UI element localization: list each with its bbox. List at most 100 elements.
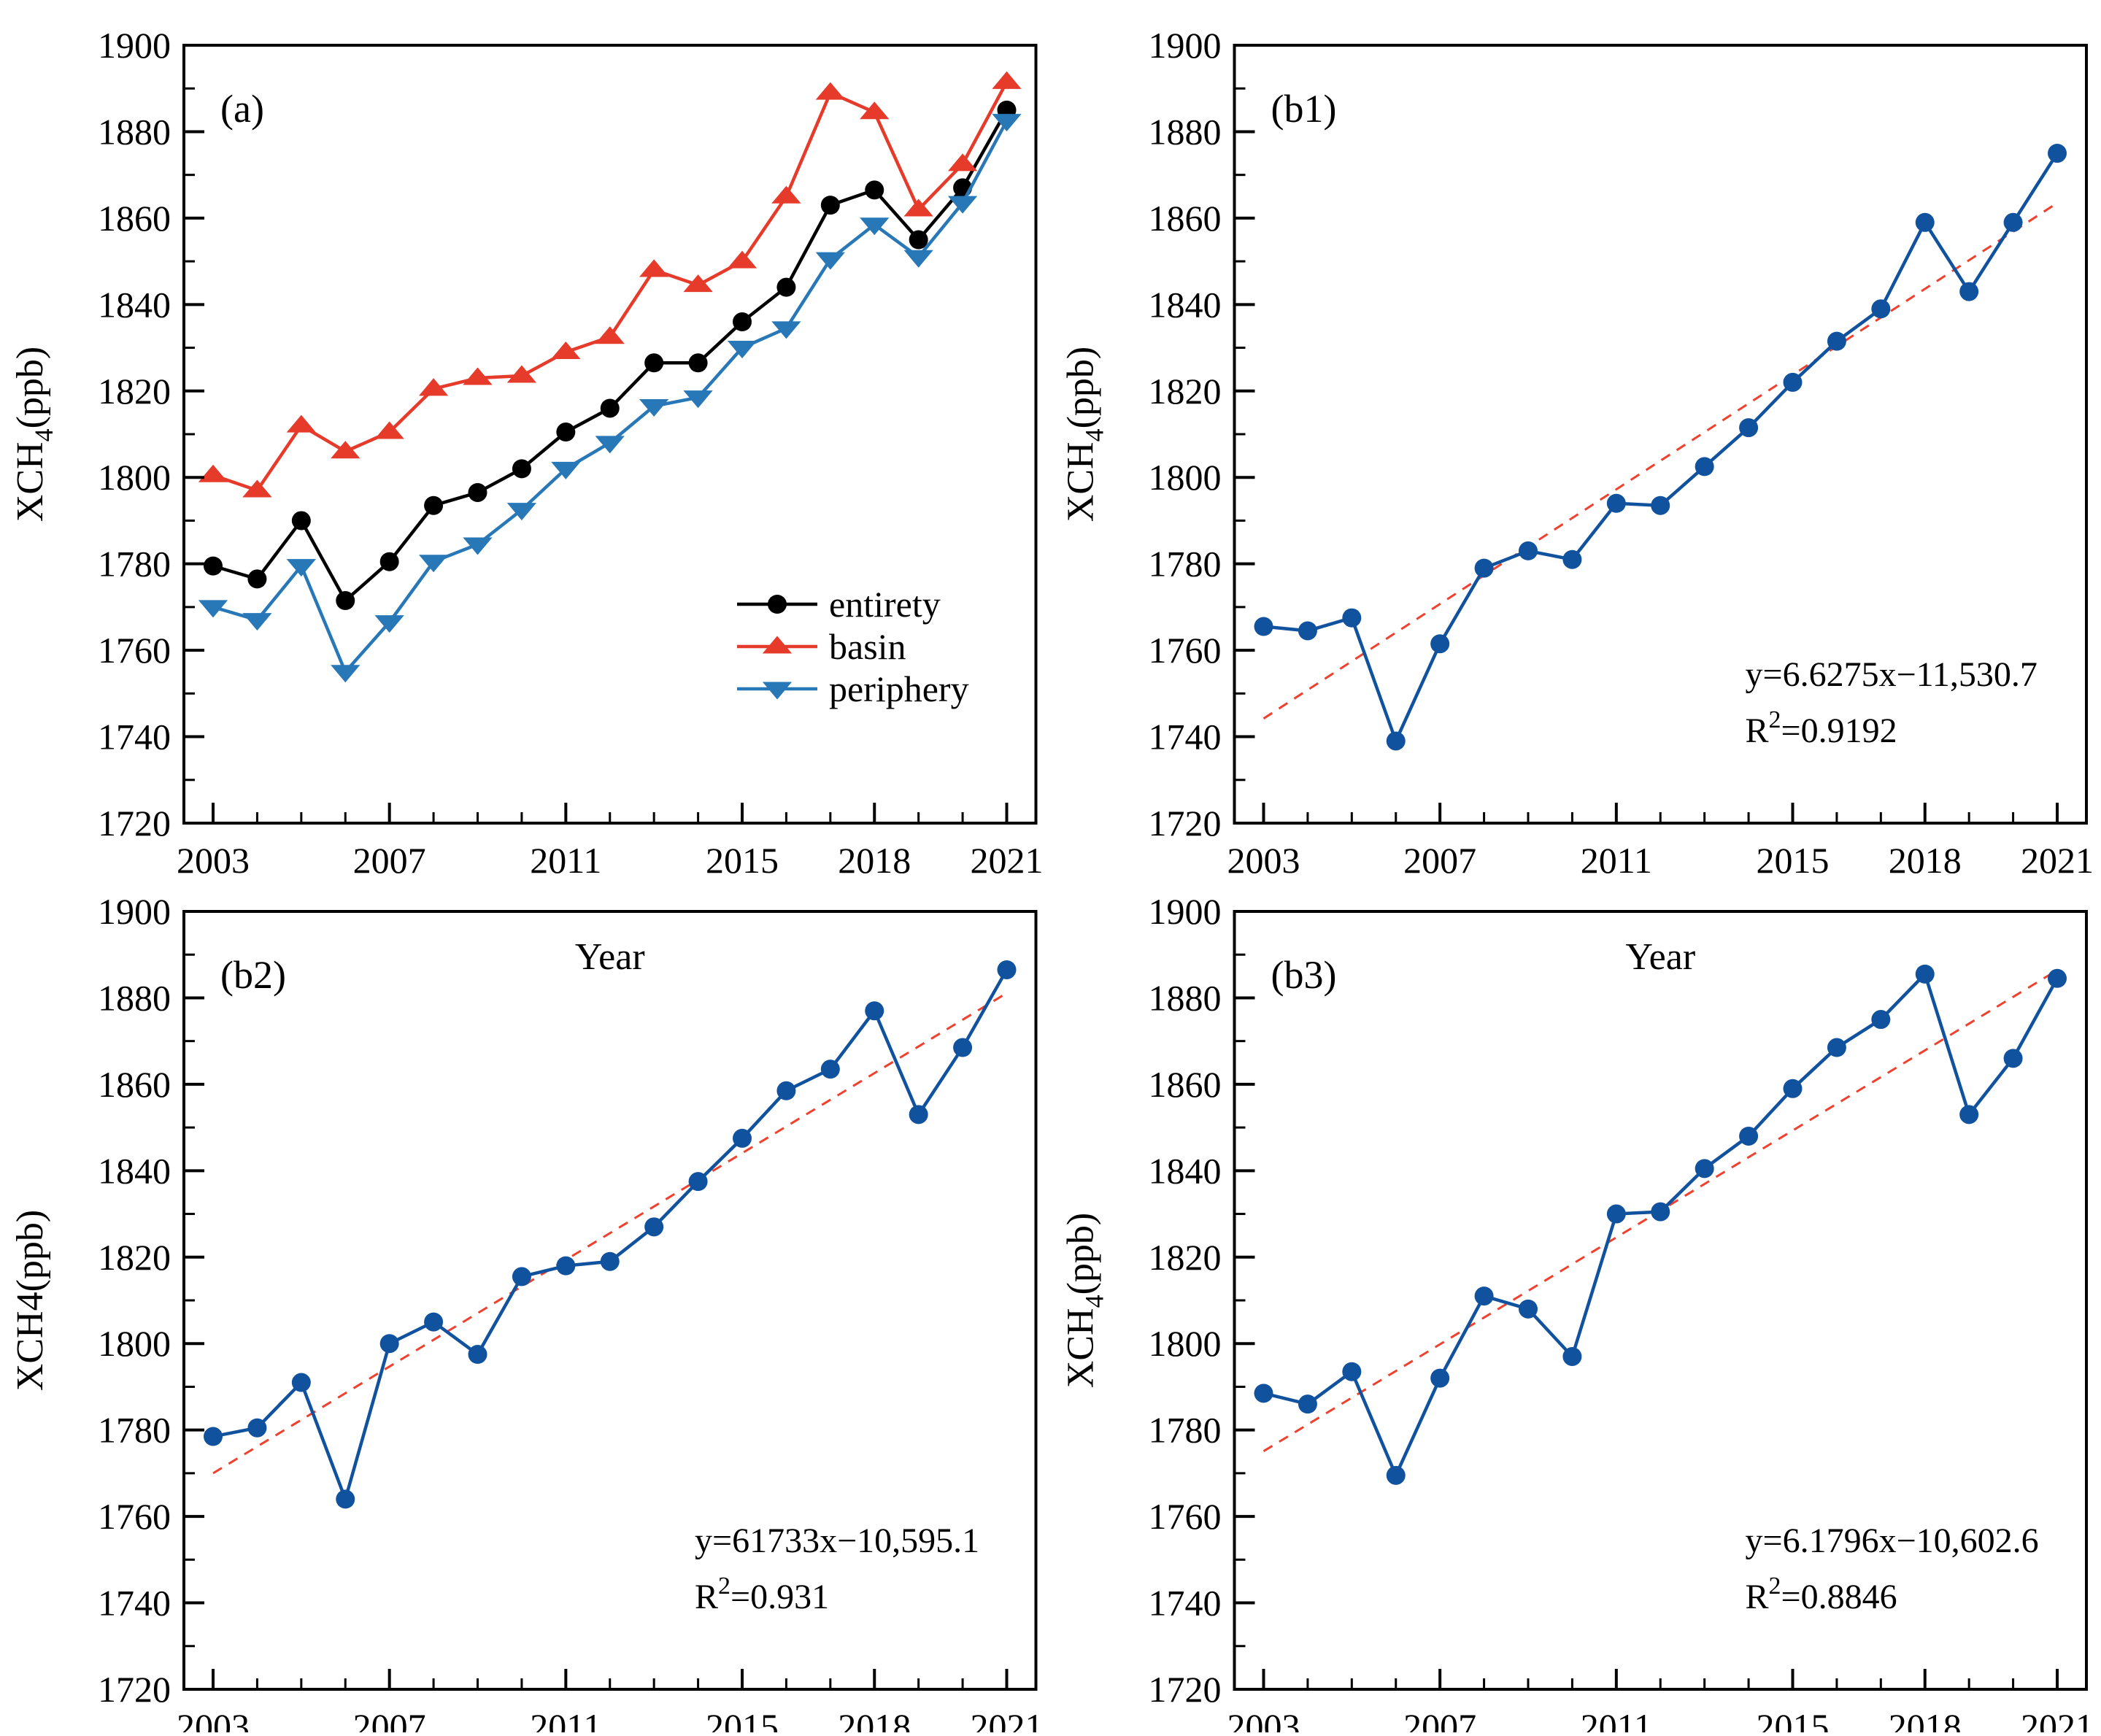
marker-triangle-up [903,198,933,217]
marker-circle [204,1427,223,1446]
marker-triangle-up [463,367,493,385]
y-tick-label: 1780 [98,544,171,585]
marker-circle [1871,1010,1891,1030]
x-tick-label: 2015 [706,840,779,881]
series-XCH4-line [1262,972,2059,1478]
marker-circle [1254,1384,1273,1403]
y-tick-label: 1760 [98,1496,171,1537]
y-tick-label: 1900 [1149,25,1222,66]
y-tick-label: 1800 [1149,457,1222,498]
y-tick-label: 1860 [98,1064,171,1105]
marker-triangle-up [815,82,845,100]
x-tick-label: 2003 [1227,1706,1300,1732]
marker-triangle-down [506,503,537,521]
marker-circle [556,1256,576,1276]
y-tick-label: 1780 [1149,544,1222,585]
marker-triangle-up [286,414,316,433]
marker-circle [1827,1038,1846,1057]
y-tick-label: 1820 [98,371,171,412]
x-tick-label: 2007 [353,840,426,881]
marker-circle [424,1312,444,1332]
marker-triangle-up [506,365,537,383]
marker-circle [2003,1049,2023,1068]
x-tick-label: 2015 [1757,1706,1830,1732]
y-tick-label: 1800 [98,1323,171,1364]
marker-circle [1430,1368,1450,1388]
marker-triangle-up [683,274,713,293]
y-tick-label: 1880 [98,977,171,1018]
marker-circle [1562,1346,1582,1366]
marker-circle [1739,418,1759,438]
marker-triangle-up [595,326,625,344]
y-tick-label: 1720 [98,1669,171,1710]
marker-triangle-up [771,185,801,204]
marker-circle [600,1251,620,1271]
panel-a: 1720 1740 1760 1780 1800 1820 1840 1860 1880 1900… [9,25,1044,978]
y-tick-label: 1840 [1149,284,1222,325]
plot-border [1233,910,2088,1691]
marker-circle [1342,1362,1362,1381]
y-tick-label: 1720 [98,803,171,844]
y-tick-label: 1880 [1149,977,1222,1018]
marker-circle [953,1038,973,1057]
marker-triangle-up [551,341,581,359]
x-tick-label: 2003 [177,1706,250,1732]
fit-equation: y=6.6275x−11,530.7 [1746,655,2038,694]
panel-tag: (b1) [1271,87,1337,131]
marker-circle [733,312,752,332]
marker-triangle-down [683,390,713,409]
marker-circle [776,277,796,297]
trend-line [1262,201,2058,720]
marker-circle [1739,1126,1759,1146]
y-tick-label: 1740 [1149,717,1222,757]
marker-circle [336,1489,355,1509]
marker-circle [1959,282,1979,301]
marker-triangle-down [639,399,669,417]
y-tick-label: 1740 [1149,1583,1222,1624]
marker-circle [776,1081,796,1100]
marker-circle [1871,299,1891,319]
marker-circle [1606,493,1626,513]
marker-triangle-down [286,559,316,577]
x-tick-label: 2011 [1581,1706,1652,1732]
y-tick-label: 1720 [1149,803,1222,844]
y-tick-label: 1860 [1149,198,1222,239]
marker-triangle-down [771,321,801,339]
marker-circle [644,353,664,373]
y-tick-label: 1860 [1149,1064,1222,1105]
marker-triangle-down [815,252,845,270]
marker-triangle-up [418,378,449,396]
marker-circle [688,1172,708,1192]
marker-circle [556,423,576,442]
y-axis-title: XCH4(ppb) [1060,347,1109,522]
marker-circle [291,511,311,531]
marker-triangle-down [551,461,581,479]
fit-r-squared: R2=0.9192 [1746,706,1897,750]
marker-triangle-up [198,464,228,482]
marker-triangle-down [860,217,890,236]
marker-triangle-up [947,153,978,171]
marker-triangle-down [992,114,1022,132]
series-entirety-line [212,109,1009,603]
marker-circle [1783,1079,1803,1098]
panel-tag: (b3) [1271,953,1337,997]
marker-circle [468,482,487,502]
marker-circle [600,398,620,418]
marker-circle [379,552,399,571]
y-axis-title: XCH4(ppb) [9,1210,51,1391]
marker-triangle-down [198,600,228,618]
series-XCH4-line [1263,152,2059,743]
x-tick-label: 2021 [971,840,1044,881]
marker-triangle-up [242,479,272,498]
marker-circle [204,556,223,576]
x-tick-label: 2018 [1889,1706,1962,1732]
y-tick-label: 1900 [98,25,171,66]
marker-circle [512,459,531,479]
y-tick-label: 1800 [1149,1323,1222,1364]
legend-label: periphery [829,668,969,709]
marker-circle [1254,617,1273,636]
marker-circle [1651,495,1670,515]
marker-circle [865,1001,884,1021]
marker-circle [512,1267,531,1286]
